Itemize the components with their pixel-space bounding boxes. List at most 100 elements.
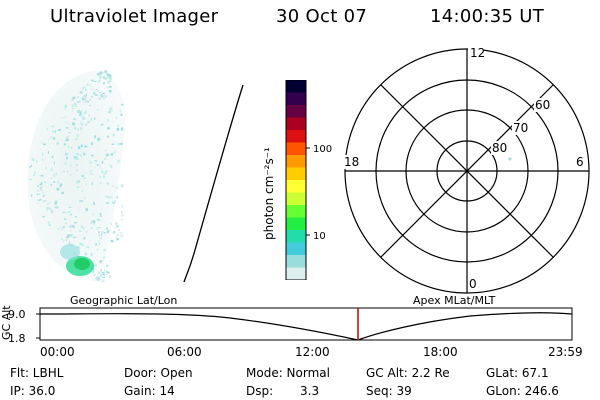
polar-plot-svg: 12 18 6 0 60 70 80 — [342, 46, 590, 294]
emission-speckle — [80, 144, 83, 148]
emission-speckle — [85, 110, 87, 113]
emission-speckle — [69, 234, 72, 237]
emission-speckle — [105, 71, 108, 75]
emission-speckle — [102, 98, 106, 100]
emission-speckle — [80, 115, 83, 118]
x-tick-label-0600: 06:00 — [167, 345, 202, 359]
emission-speckle — [85, 231, 88, 234]
emission-speckle — [103, 271, 105, 274]
emission-speckle — [67, 211, 71, 213]
emission-speckle — [83, 94, 87, 98]
emission-speckle — [81, 244, 84, 247]
emission-speckle — [101, 271, 104, 274]
emission-speckle — [65, 136, 69, 140]
emission-speckle — [107, 135, 109, 138]
emission-speckle — [112, 133, 115, 137]
emission-speckle — [78, 146, 81, 150]
emission-speckle — [61, 191, 64, 194]
info-dsp-value: 3.3 — [300, 384, 320, 398]
emission-speckle — [54, 130, 56, 133]
emission-speckle — [43, 194, 45, 197]
emission-speckle — [111, 143, 115, 145]
emission-speckle — [79, 127, 83, 130]
emission-speckle — [89, 222, 93, 224]
emission-speckle — [85, 101, 87, 103]
emission-speckle — [57, 180, 59, 184]
emission-speckle — [79, 109, 81, 112]
emission-speckle — [83, 152, 86, 156]
emission-speckle — [107, 196, 111, 199]
emission-speckle — [102, 276, 105, 279]
emission-speckle — [73, 156, 77, 159]
emission-speckle — [63, 143, 66, 146]
emission-speckle — [106, 73, 109, 76]
emission-speckle — [69, 164, 72, 167]
emission-speckle — [85, 182, 87, 185]
emission-speckle — [104, 71, 107, 73]
emission-speckle — [91, 182, 93, 185]
emission-speckle — [81, 124, 84, 126]
emission-speckle — [90, 88, 92, 91]
emission-speckle — [120, 219, 123, 221]
emission-speckle — [29, 166, 32, 168]
emission-speckle — [85, 208, 88, 211]
emission-speckle — [87, 121, 90, 123]
emission-speckle — [74, 102, 76, 106]
info-seq: Seq: 39 — [366, 384, 412, 398]
emission-speckle — [112, 121, 114, 123]
emission-speckle — [110, 165, 113, 168]
emission-speckle — [79, 111, 82, 114]
emission-speckle — [55, 172, 57, 175]
emission-speckle — [33, 174, 36, 177]
orbit-timeline: Geographic Lat/Lon Apex MLat/MLT 9.0 1.8… — [0, 294, 600, 360]
emission-speckle — [52, 130, 55, 133]
emission-speckle — [106, 86, 109, 89]
emission-speckle — [77, 180, 80, 183]
polar-lat-label-60: 60 — [535, 98, 550, 112]
emission-speckle — [103, 173, 106, 176]
emission-speckle — [43, 143, 46, 145]
polar-label-6: 6 — [576, 155, 584, 169]
emission-speckle — [85, 88, 87, 91]
emission-speckle — [60, 226, 63, 228]
emission-speckle — [42, 216, 45, 218]
emission-speckle — [110, 223, 112, 226]
emission-speckle — [100, 269, 102, 272]
emission-speckle — [67, 234, 71, 237]
emission-speckle — [99, 176, 102, 178]
emission-speckle — [109, 85, 112, 89]
emission-speckle — [109, 77, 112, 80]
emission-speckle — [89, 161, 93, 164]
x-tick-label-1800: 18:00 — [423, 345, 458, 359]
emission-speckle — [79, 113, 82, 116]
emission-speckle — [109, 74, 112, 78]
emission-speckle — [51, 155, 54, 157]
emission-speckle — [41, 141, 43, 144]
info-glon: GLon: 246.6 — [486, 384, 559, 398]
emission-speckle — [40, 186, 43, 189]
emission-speckle — [97, 139, 100, 142]
colorbar-cell — [286, 192, 306, 206]
emission-speckle — [73, 126, 75, 130]
emission-speckle — [96, 278, 100, 281]
emission-speckle — [121, 210, 123, 213]
emission-speckle — [92, 213, 95, 216]
timeline-axis-title: GC Alt — [0, 305, 13, 340]
emission-speckle — [99, 181, 102, 184]
emission-speckle — [94, 80, 97, 82]
emission-speckle — [64, 121, 68, 124]
emission-speckle — [92, 265, 96, 267]
colorbar-cell — [286, 155, 306, 168]
emission-speckle — [100, 125, 102, 127]
polar-label-0: 0 — [469, 277, 477, 291]
emission-speckle — [83, 177, 86, 180]
emission-speckle — [111, 185, 114, 187]
emission-speckle — [84, 252, 88, 256]
emission-speckle — [75, 164, 78, 167]
emission-speckle — [84, 145, 87, 148]
emission-speckle — [74, 105, 77, 107]
emission-speckle — [75, 138, 78, 141]
emission-speckle — [57, 129, 61, 131]
emission-speckle — [121, 213, 124, 217]
emission-speckle — [39, 187, 42, 190]
